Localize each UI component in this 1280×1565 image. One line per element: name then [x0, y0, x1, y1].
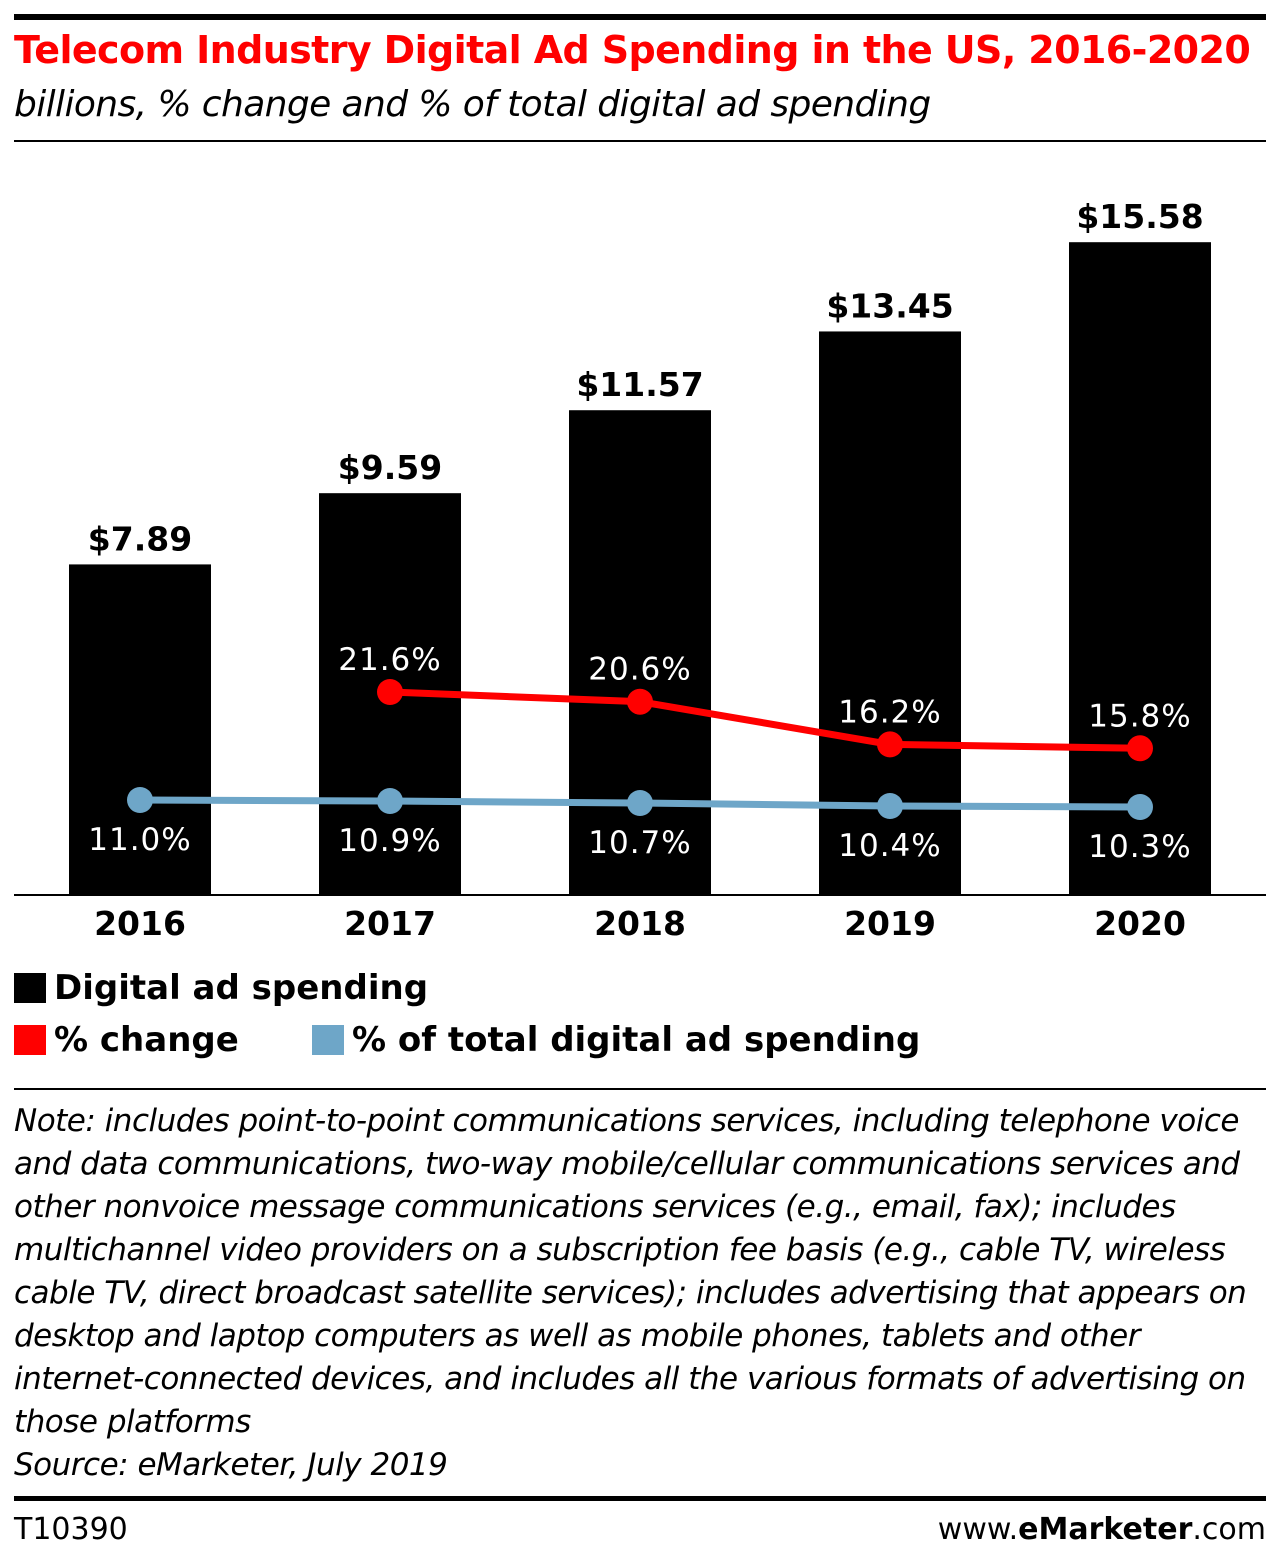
legend-item-share: % of total digital ad spending	[312, 1020, 920, 1060]
share-point	[127, 787, 153, 813]
legend-label-share: % of total digital ad spending	[352, 1020, 921, 1060]
chart-subtitle: billions, % change and % of total digita…	[14, 84, 931, 125]
change-data-label: 20.6%	[588, 652, 691, 688]
change-data-label: 21.6%	[338, 642, 441, 678]
x-tick-label: 2019	[844, 904, 936, 943]
share-point	[877, 793, 903, 819]
brand-suffix: .com	[1192, 1512, 1266, 1547]
x-tick-label: 2016	[94, 904, 186, 943]
share-data-label: 10.9%	[338, 823, 441, 859]
legend-item-spending: Digital ad spending	[14, 968, 428, 1008]
chart-title: Telecom Industry Digital Ad Spending in …	[14, 28, 1251, 72]
x-tick-label: 2018	[594, 904, 686, 943]
change-series-line	[389, 688, 1141, 752]
share-point	[627, 790, 653, 816]
source-text: Source: eMarketer, July 2019	[14, 1447, 448, 1483]
chart-area: $7.89 $9.59 $11.57 $13.45 $15.58 2016 2017 2018…	[14, 197, 1266, 943]
legend-swatch-change	[14, 1025, 46, 1055]
change-point	[377, 679, 403, 705]
footer-rule	[14, 1496, 1266, 1501]
change-point	[1127, 735, 1153, 762]
legend-item-change: % change	[14, 1020, 239, 1060]
change-data-label: 15.8%	[1088, 698, 1191, 734]
brand-link[interactable]: www.eMarketer.com	[938, 1512, 1266, 1547]
change-data-label: 16.2%	[838, 694, 941, 730]
legend-label-change: % change	[54, 1020, 239, 1060]
share-point	[1127, 794, 1153, 820]
bar-value-label: $15.58	[1076, 197, 1203, 236]
header-rule	[14, 140, 1266, 142]
bar	[1069, 242, 1211, 895]
bar	[69, 564, 211, 895]
note-text: Note: includes point-to-point communicat…	[14, 1103, 1247, 1440]
share-data-label: 10.7%	[588, 825, 691, 861]
legend-swatch-spending	[14, 973, 46, 1003]
share-data-label: 11.0%	[88, 822, 191, 858]
top-rule	[14, 14, 1266, 20]
share-point	[377, 788, 403, 814]
x-tick-label: 2017	[344, 904, 436, 943]
brand-name: eMarketer	[1018, 1512, 1193, 1547]
bar-value-label: $11.57	[576, 365, 703, 404]
chart-id: T10390	[14, 1512, 128, 1547]
change-point	[877, 731, 903, 758]
legend-swatch-share	[312, 1025, 344, 1055]
legend-label-spending: Digital ad spending	[54, 968, 429, 1008]
share-data-label: 10.3%	[1088, 829, 1191, 865]
change-point	[627, 688, 653, 715]
bar-value-label: $13.45	[826, 286, 953, 325]
bar-value-label: $7.89	[88, 519, 192, 558]
note-rule	[14, 1088, 1266, 1090]
share-data-label: 10.4%	[838, 828, 941, 864]
bar-value-label: $9.59	[338, 448, 442, 487]
brand-prefix: www.	[937, 1512, 1019, 1547]
footnote: Note: includes point-to-point communicat…	[14, 1100, 1270, 1487]
x-tick-label: 2020	[1094, 904, 1186, 943]
